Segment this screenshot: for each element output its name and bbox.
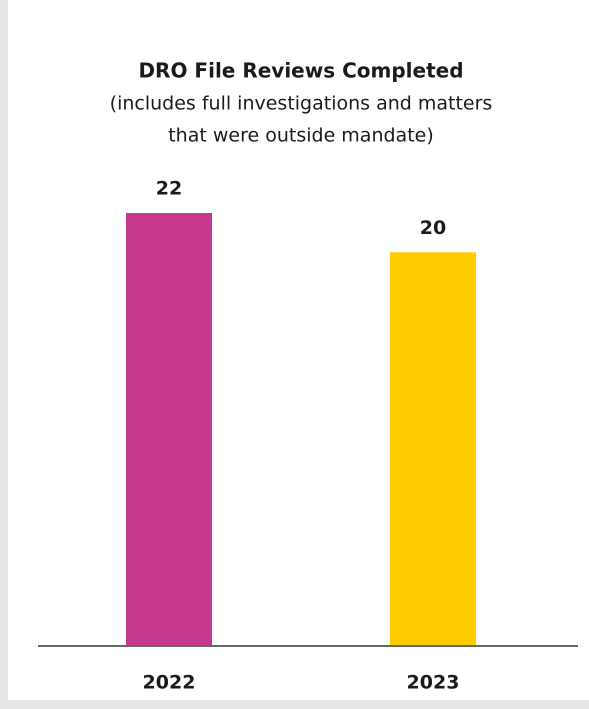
bar <box>126 213 212 645</box>
chart-subtitle: that were outside mandate) <box>168 125 434 147</box>
chart-title: DRO File Reviews Completed <box>138 59 463 83</box>
panel <box>8 0 589 700</box>
x-tick-label: 2023 <box>407 672 460 694</box>
x-tick-label: 2022 <box>143 672 196 694</box>
data-label: 22 <box>156 178 182 200</box>
data-label: 20 <box>420 217 446 239</box>
chart-subtitle: (includes full investigations and matter… <box>110 93 493 115</box>
bar <box>390 252 476 646</box>
